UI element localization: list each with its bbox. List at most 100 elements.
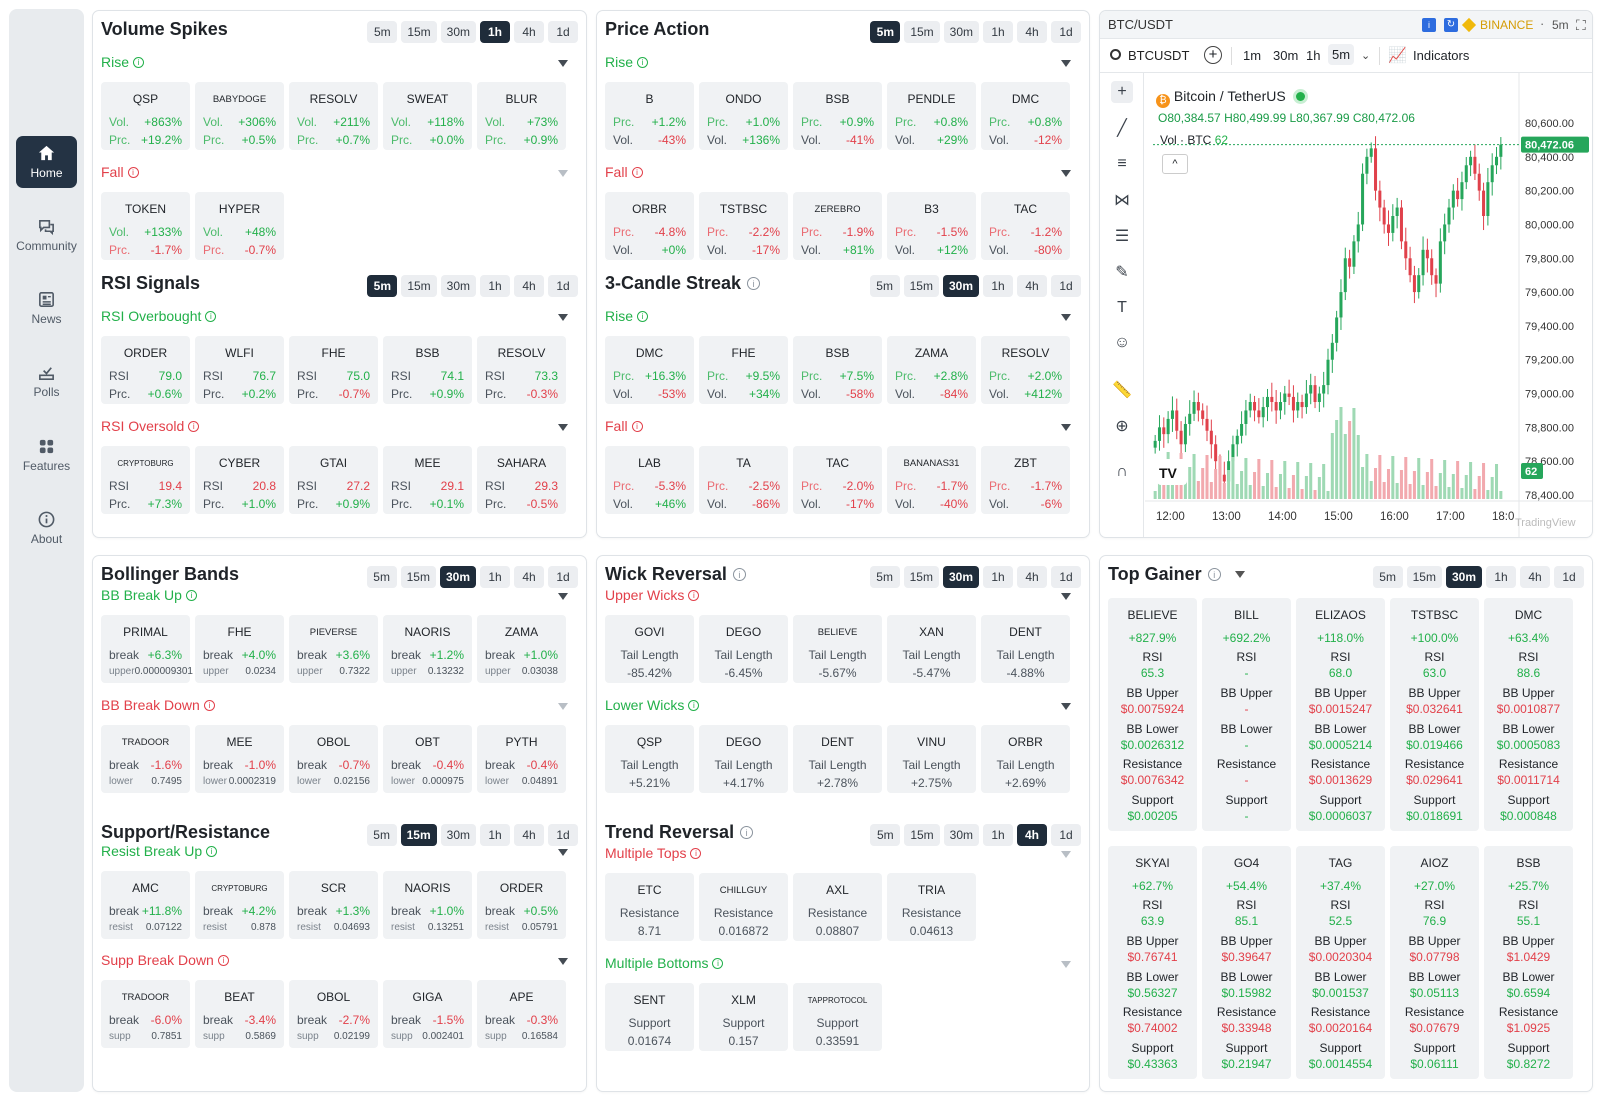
tf-15m[interactable]: 15m xyxy=(904,21,940,43)
coin-card[interactable]: VINU Tail Length +2.75% xyxy=(887,725,976,793)
coin-card[interactable]: DEGO Tail Length +4.17% xyxy=(699,725,788,793)
coin-card[interactable]: LAB Prc. -5.3% Vol. +46% xyxy=(605,446,694,514)
coin-card[interactable]: QSP Tail Length +5.21% xyxy=(605,725,694,793)
chevron-down-icon[interactable] xyxy=(558,849,568,856)
tf-15m[interactable]: 15m xyxy=(903,566,939,588)
coin-card[interactable]: TRIA Resistance 0.04613 xyxy=(887,873,976,941)
tf-1h[interactable]: 1h xyxy=(983,566,1013,588)
info-circle-icon[interactable]: i xyxy=(217,954,229,966)
chevron-down-icon[interactable]: ⌄ xyxy=(1361,50,1371,62)
nav-about[interactable]: About xyxy=(16,502,77,554)
projection-icon[interactable]: ☰ xyxy=(1114,228,1130,245)
tf-15m[interactable]: 15m xyxy=(401,275,437,297)
coin-card[interactable]: SENT Support 0.01674 xyxy=(605,983,694,1051)
tf-15m[interactable]: 15m xyxy=(400,824,437,846)
coin-card[interactable]: PIEVERSE break +3.6% upper 0.7322 xyxy=(289,615,378,683)
tf-4h[interactable]: 4h xyxy=(1017,275,1047,297)
gainer-card[interactable]: AIOZ +27.0% RSI 76.9 BB Upper $0.07798 BB Lowe… xyxy=(1390,846,1479,1079)
tf-4h[interactable]: 4h xyxy=(514,21,544,43)
info-circle-icon[interactable]: i xyxy=(688,699,700,711)
refresh-icon[interactable]: ↻ xyxy=(1444,18,1458,32)
gainer-card[interactable]: TSTBSC +100.0% RSI 63.0 BB Upper $0.032641 BB … xyxy=(1390,598,1479,831)
coin-card[interactable]: AXL Resistance 0.08807 xyxy=(793,873,882,941)
coin-card[interactable]: BLUR Vol. +73% Prc. +0.9% xyxy=(477,82,566,150)
tf-1d[interactable]: 1d xyxy=(548,824,578,846)
coin-card[interactable]: MEE break -1.0% lower 0.0002319 xyxy=(195,725,284,793)
coin-card[interactable]: CRYPTOBURG RSI 19.4 Prc. +7.3% xyxy=(101,446,190,514)
tf-5m[interactable]: 5m xyxy=(869,566,900,588)
gainer-card[interactable]: TAG +37.4% RSI 52.5 BB Upper $0.0020304 BB Low… xyxy=(1296,846,1385,1079)
tf-1h[interactable]: 1h xyxy=(983,275,1013,297)
tf-1m[interactable]: 1m xyxy=(1243,48,1262,63)
info-circle-icon[interactable]: i xyxy=(1207,568,1221,581)
coin-card[interactable]: OBT break -0.4% lower 0.000975 xyxy=(383,725,472,793)
coin-card[interactable]: ORBR Prc. -4.8% Vol. +0% xyxy=(605,192,694,260)
magnet-icon[interactable]: ∩ xyxy=(1116,463,1128,480)
collapse-legend-button[interactable]: ^ xyxy=(1162,154,1188,174)
coin-card[interactable]: DEGO Tail Length -6.45% xyxy=(699,615,788,683)
tf-1h[interactable]: 1h xyxy=(480,275,510,297)
info-circle-icon[interactable]: i xyxy=(133,56,145,68)
info-circle-icon[interactable]: i xyxy=(631,420,643,432)
coin-card[interactable]: SWEAT Vol. +118% Prc. +0.0% xyxy=(383,82,472,150)
tf-1h[interactable]: 1h xyxy=(1306,48,1321,63)
info-square-icon[interactable]: i xyxy=(1422,18,1436,32)
tf-5m[interactable]: 5m xyxy=(869,275,900,297)
info-circle-icon[interactable]: i xyxy=(637,310,649,322)
coin-card[interactable]: B Prc. +1.2% Vol. -43% xyxy=(605,82,694,150)
chevron-down-icon[interactable] xyxy=(558,958,568,965)
gainer-card[interactable]: BELIEVE +827.9% RSI 65.3 BB Upper $0.0075924 B… xyxy=(1108,598,1197,831)
coin-card[interactable]: SAHARA RSI 29.3 Prc. -0.5% xyxy=(477,446,566,514)
coin-card[interactable]: GIGA break -1.5% supp 0.002401 xyxy=(383,980,472,1048)
info-circle-icon[interactable]: i xyxy=(747,277,761,290)
add-compare-icon[interactable]: + xyxy=(1204,46,1222,64)
tf-1h[interactable]: 1h xyxy=(983,21,1013,43)
chevron-down-icon[interactable] xyxy=(558,314,568,321)
chevron-down-icon[interactable] xyxy=(558,170,568,177)
tf-4h[interactable]: 4h xyxy=(1017,21,1047,43)
info-circle-icon[interactable]: i xyxy=(637,56,649,68)
text-icon[interactable]: T xyxy=(1117,299,1127,316)
chevron-down-icon[interactable] xyxy=(1061,593,1071,600)
tf-15m[interactable]: 15m xyxy=(1406,566,1442,588)
info-circle-icon[interactable]: i xyxy=(740,826,754,839)
coin-card[interactable]: DMC Prc. +0.8% Vol. -12% xyxy=(981,82,1070,150)
tf-1d[interactable]: 1d xyxy=(548,566,578,588)
coin-card[interactable]: BSB Prc. +7.5% Vol. -58% xyxy=(793,336,882,404)
coin-card[interactable]: ZAMA break +1.0% upper 0.03038 xyxy=(477,615,566,683)
search-icon[interactable] xyxy=(1110,49,1121,60)
price-chart[interactable]: 80,600.00 80,400.00 80,200.00 80,000.00 79,8… xyxy=(1145,73,1593,538)
chevron-down-icon[interactable] xyxy=(1061,170,1071,177)
coin-card[interactable]: APE break -0.3% supp 0.16584 xyxy=(477,980,566,1048)
coin-card[interactable]: TRADOOR break -6.0% supp 0.7851 xyxy=(101,980,190,1048)
tf-5m[interactable]: 5m xyxy=(366,566,397,588)
symbol-input[interactable]: BTCUSDT xyxy=(1128,48,1190,63)
coin-card[interactable]: CHILLGUY Resistance 0.016872 xyxy=(699,873,788,941)
chevron-down-icon[interactable] xyxy=(1061,961,1071,968)
ruler-icon[interactable]: 📏 xyxy=(1112,382,1132,399)
coin-card[interactable]: ZEREBRO Prc. -1.9% Vol. +81% xyxy=(793,192,882,260)
indicators-icon[interactable]: 📈 xyxy=(1388,47,1407,64)
coin-card[interactable]: ZAMA Prc. +2.8% Vol. -84% xyxy=(887,336,976,404)
nav-polls[interactable]: Polls xyxy=(16,355,77,407)
tf-30m[interactable]: 30m xyxy=(440,824,476,846)
tf-5m[interactable]: 5m xyxy=(1372,566,1403,588)
tf-15m[interactable]: 15m xyxy=(903,275,939,297)
info-circle-icon[interactable]: i xyxy=(127,166,139,178)
tf-5m[interactable]: 5m xyxy=(367,21,398,43)
tf-4h[interactable]: 4h xyxy=(1520,566,1550,588)
coin-card[interactable]: ONDO Prc. +1.0% Vol. +136% xyxy=(699,82,788,150)
coin-card[interactable]: DENT Tail Length +2.78% xyxy=(793,725,882,793)
gainer-card[interactable]: DMC +63.4% RSI 88.6 BB Upper $0.0010877 BB Low… xyxy=(1484,598,1573,831)
info-circle-icon[interactable]: i xyxy=(188,420,200,432)
nav-news[interactable]: News xyxy=(16,282,77,334)
tf-30m[interactable]: 30m xyxy=(943,824,979,846)
coin-card[interactable]: FHE RSI 75.0 Prc. -0.7% xyxy=(289,336,378,404)
tf-5m[interactable]: 5m xyxy=(870,824,901,846)
tf-5m[interactable]: 5m xyxy=(366,824,397,846)
tf-1d[interactable]: 1d xyxy=(548,21,578,43)
coin-card[interactable]: QSP Vol. +863% Prc. +19.2% xyxy=(101,82,190,150)
coin-card[interactable]: PYTH break -0.4% lower 0.04891 xyxy=(477,725,566,793)
info-circle-icon[interactable]: i xyxy=(185,589,197,601)
chevron-down-icon[interactable] xyxy=(1234,571,1245,578)
